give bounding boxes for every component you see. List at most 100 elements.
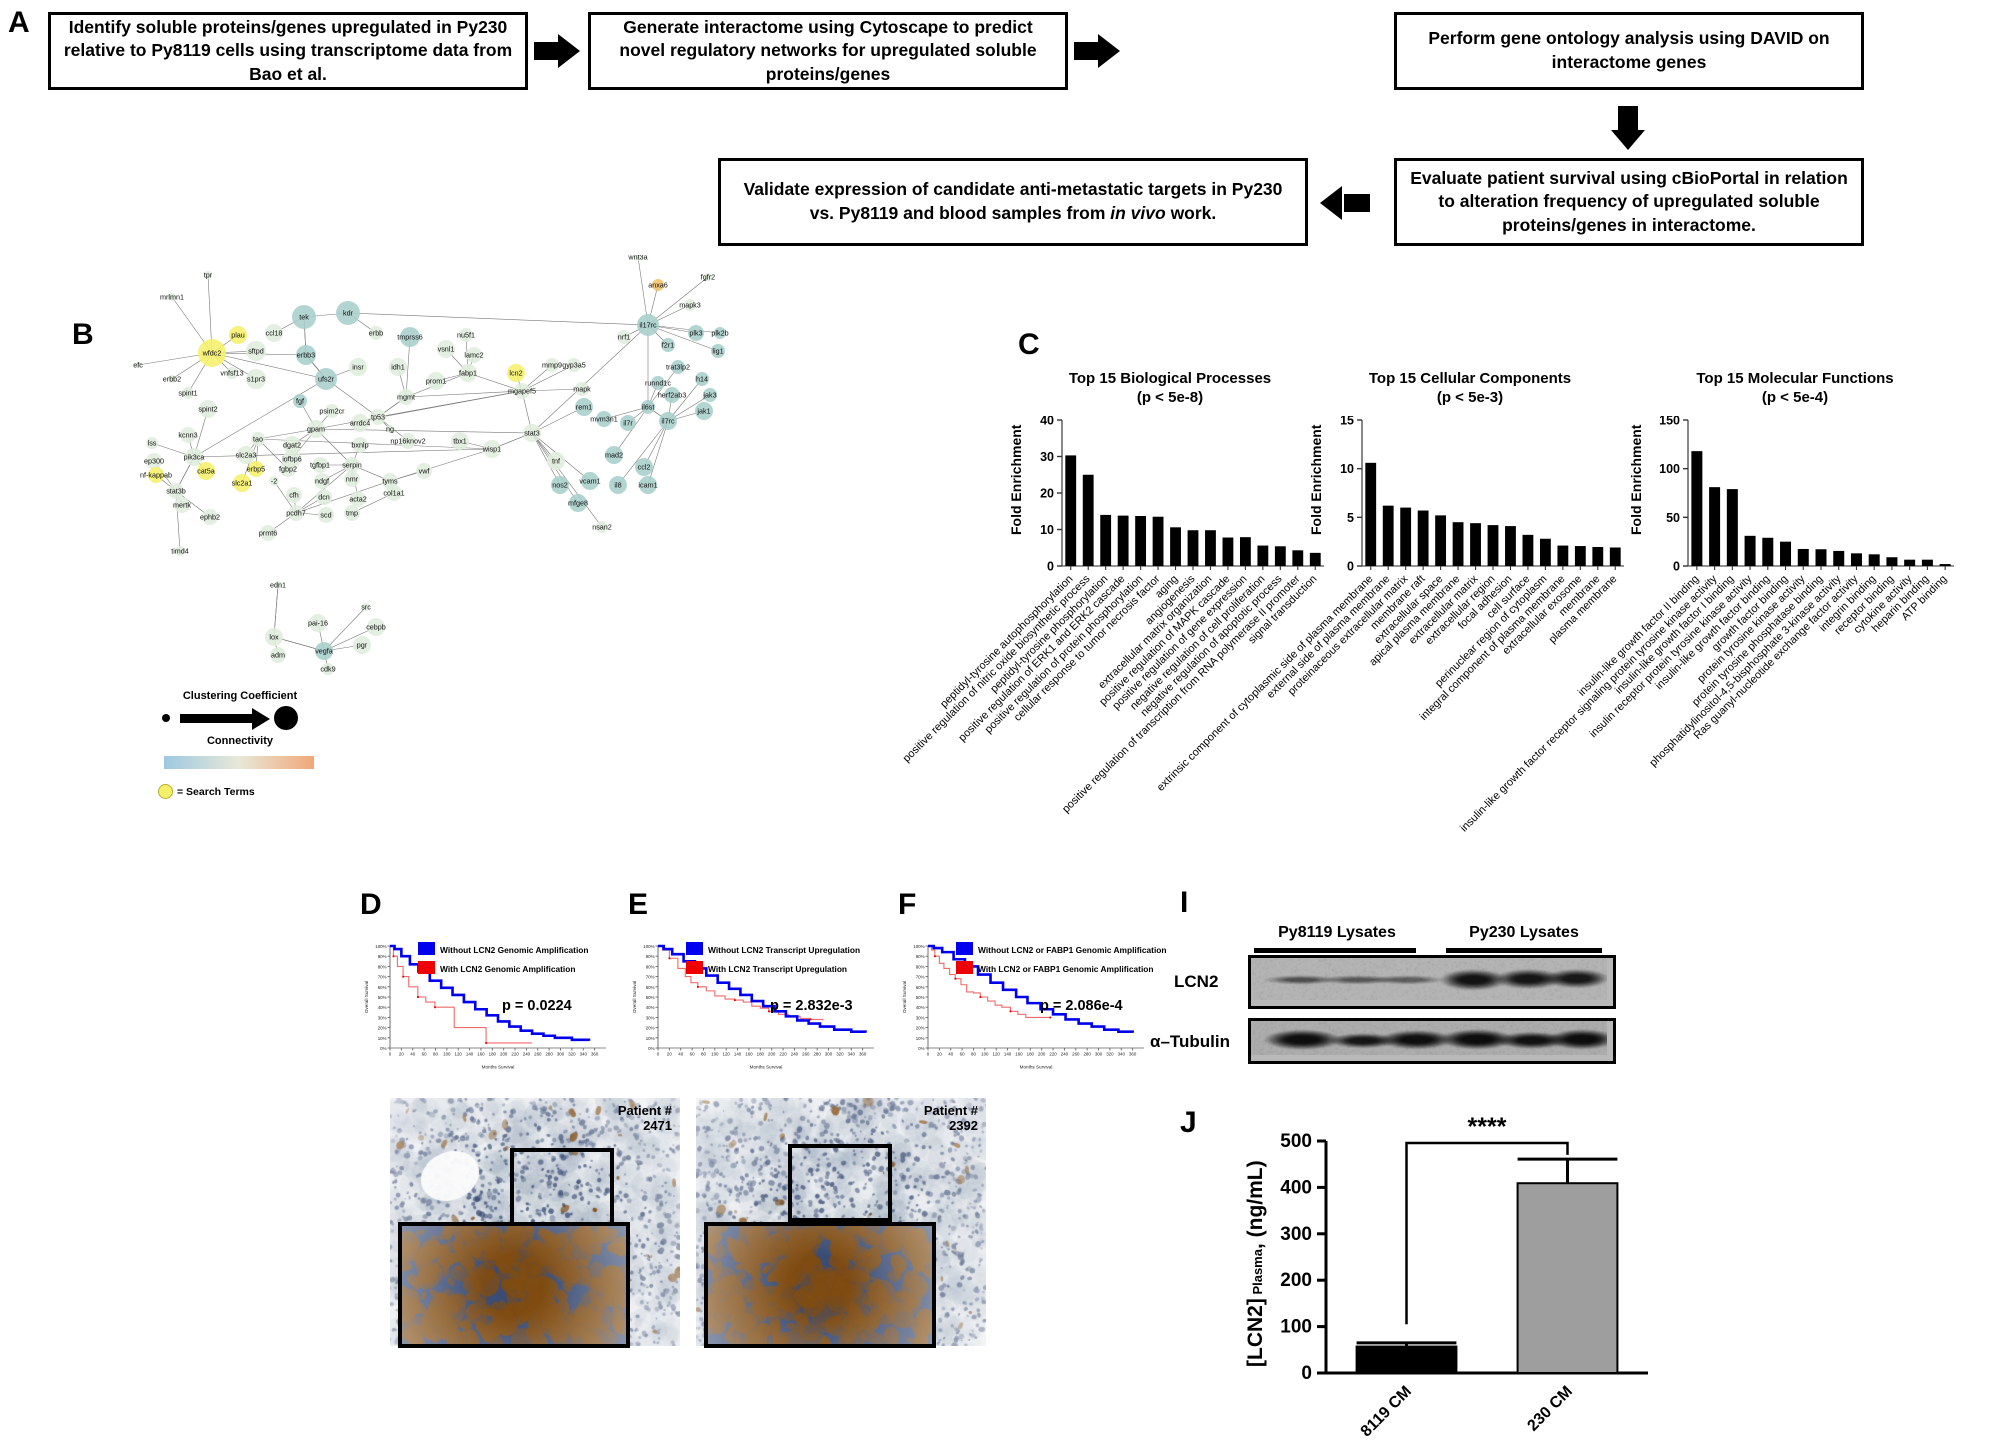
network-node[interactable]: [168, 293, 176, 301]
network-node[interactable]: [367, 618, 385, 636]
network-node[interactable]: [659, 412, 677, 430]
network-node[interactable]: [671, 360, 685, 374]
network-node[interactable]: [269, 476, 279, 486]
network-node[interactable]: [664, 387, 680, 403]
network-node[interactable]: [248, 461, 264, 477]
network-node[interactable]: [459, 328, 473, 342]
network-node[interactable]: [547, 452, 565, 470]
network-node[interactable]: [581, 472, 599, 490]
network-node[interactable]: [483, 440, 501, 458]
network-node[interactable]: [180, 427, 196, 443]
network-node[interactable]: [466, 347, 482, 363]
network-node[interactable]: [459, 364, 477, 382]
network-node[interactable]: [567, 358, 581, 372]
network-node[interactable]: [182, 387, 194, 399]
network-node[interactable]: [695, 372, 709, 386]
network-node[interactable]: [237, 446, 255, 464]
network-node[interactable]: [265, 324, 283, 342]
network-node[interactable]: [711, 344, 725, 358]
network-node[interactable]: [292, 305, 316, 329]
network-node[interactable]: [270, 647, 286, 663]
network-node[interactable]: [288, 505, 304, 521]
network-node[interactable]: [575, 382, 589, 396]
network-node[interactable]: [661, 338, 675, 352]
network-node[interactable]: [274, 581, 282, 589]
network-node[interactable]: [451, 432, 469, 450]
network-node[interactable]: [344, 457, 360, 473]
network-node[interactable]: [233, 474, 251, 492]
network-node[interactable]: [684, 299, 696, 311]
network-node[interactable]: [349, 358, 367, 376]
network-node[interactable]: [198, 339, 226, 367]
network-node[interactable]: [635, 458, 653, 476]
network-node[interactable]: [197, 462, 215, 480]
network-node[interactable]: [168, 375, 176, 383]
network-node[interactable]: [400, 433, 416, 449]
network-node[interactable]: [617, 330, 631, 344]
network-node[interactable]: [437, 340, 455, 358]
network-node[interactable]: [344, 471, 360, 487]
network-node[interactable]: [575, 398, 593, 416]
network-node[interactable]: [246, 341, 266, 361]
network-node[interactable]: [260, 525, 276, 541]
network-node[interactable]: [314, 473, 330, 489]
network-node[interactable]: [351, 414, 369, 432]
network-node[interactable]: [293, 394, 307, 408]
network-node[interactable]: [695, 402, 713, 420]
network-node[interactable]: [146, 453, 162, 469]
network-node[interactable]: [523, 424, 541, 442]
network-node[interactable]: [148, 467, 164, 483]
network-node[interactable]: [704, 273, 712, 281]
network-node[interactable]: [596, 521, 608, 533]
network-node[interactable]: [652, 279, 664, 291]
network-node[interactable]: [545, 358, 559, 372]
network-node[interactable]: [168, 483, 184, 499]
network-node[interactable]: [296, 345, 316, 365]
network-node[interactable]: [325, 404, 339, 418]
network-node[interactable]: [370, 409, 386, 425]
network-node[interactable]: [398, 389, 414, 405]
network-node[interactable]: [318, 507, 334, 523]
network-node[interactable]: [641, 400, 655, 414]
network-node[interactable]: [714, 327, 726, 339]
network-node[interactable]: [703, 388, 717, 402]
network-node[interactable]: [400, 327, 420, 347]
network-node[interactable]: [315, 368, 337, 390]
network-node[interactable]: [344, 505, 360, 521]
network-node[interactable]: [146, 437, 158, 449]
network-node[interactable]: [639, 476, 657, 494]
network-node[interactable]: [362, 603, 370, 611]
network-node[interactable]: [174, 497, 190, 513]
network-node[interactable]: [265, 628, 283, 646]
network-node[interactable]: [315, 642, 333, 660]
network-node[interactable]: [322, 663, 334, 675]
network-node[interactable]: [569, 494, 587, 512]
network-node[interactable]: [620, 415, 636, 431]
network-node[interactable]: [185, 448, 203, 466]
network-node[interactable]: [596, 411, 612, 427]
network-node[interactable]: [286, 487, 302, 503]
network-node[interactable]: [175, 546, 185, 556]
network-node[interactable]: [202, 509, 218, 525]
network-node[interactable]: [204, 271, 212, 279]
network-node[interactable]: [369, 326, 383, 340]
network-node[interactable]: [637, 314, 659, 336]
network-node[interactable]: [688, 325, 704, 341]
network-node[interactable]: [389, 358, 407, 376]
network-node[interactable]: [309, 614, 327, 632]
network-node[interactable]: [514, 383, 530, 399]
network-node[interactable]: [199, 400, 217, 418]
network-node[interactable]: [609, 476, 627, 494]
network-node[interactable]: [246, 369, 266, 389]
network-node[interactable]: [226, 367, 238, 379]
network-node[interactable]: [135, 362, 141, 368]
network-node[interactable]: [416, 463, 432, 479]
network-node[interactable]: [251, 432, 265, 446]
network-node[interactable]: [507, 364, 525, 382]
network-node[interactable]: [336, 301, 360, 325]
network-node[interactable]: [350, 491, 366, 507]
network-node[interactable]: [386, 485, 402, 501]
network-node[interactable]: [283, 436, 301, 454]
network-node[interactable]: [316, 489, 332, 505]
network-node[interactable]: [280, 461, 296, 477]
